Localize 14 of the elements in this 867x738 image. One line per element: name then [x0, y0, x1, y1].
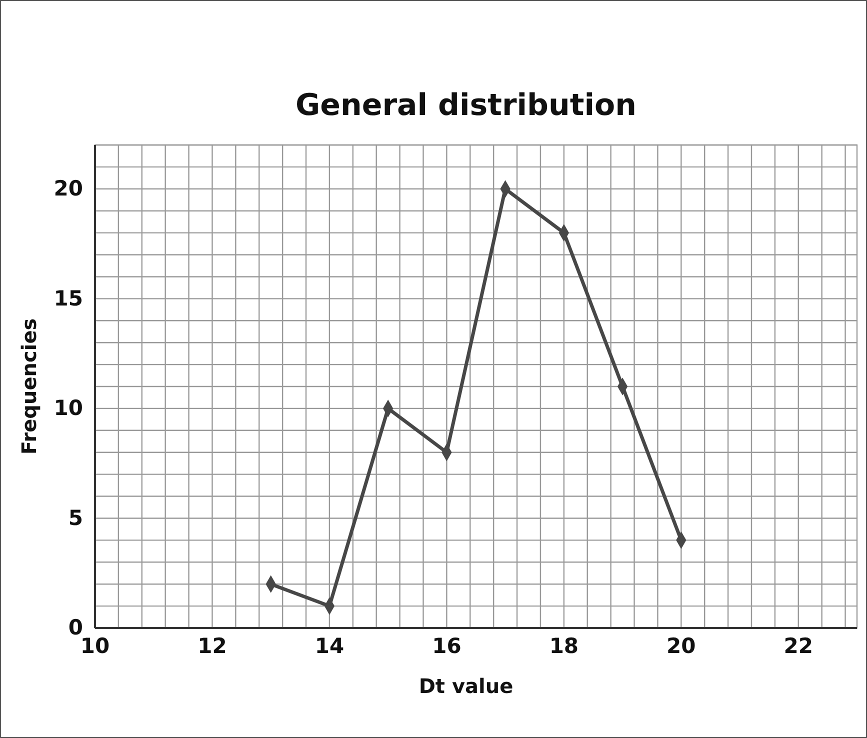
x-tick-label: 18 [549, 634, 579, 658]
y-tick-label: 0 [68, 616, 83, 640]
y-tick-label: 15 [54, 286, 83, 310]
x-tick-label: 16 [432, 634, 462, 658]
y-tick-label: 10 [54, 396, 83, 420]
x-tick-label: 20 [666, 634, 696, 658]
x-tick-label: 22 [784, 634, 813, 658]
x-tick-label: 14 [314, 634, 344, 658]
chart-title: General distribution [296, 88, 636, 123]
y-tick-label: 5 [68, 506, 83, 530]
y-axis-title: Frequencies [17, 318, 41, 455]
x-axis-title: Dt value [418, 674, 514, 698]
x-tick-label: 12 [198, 634, 227, 658]
y-tick-label: 20 [54, 176, 83, 201]
